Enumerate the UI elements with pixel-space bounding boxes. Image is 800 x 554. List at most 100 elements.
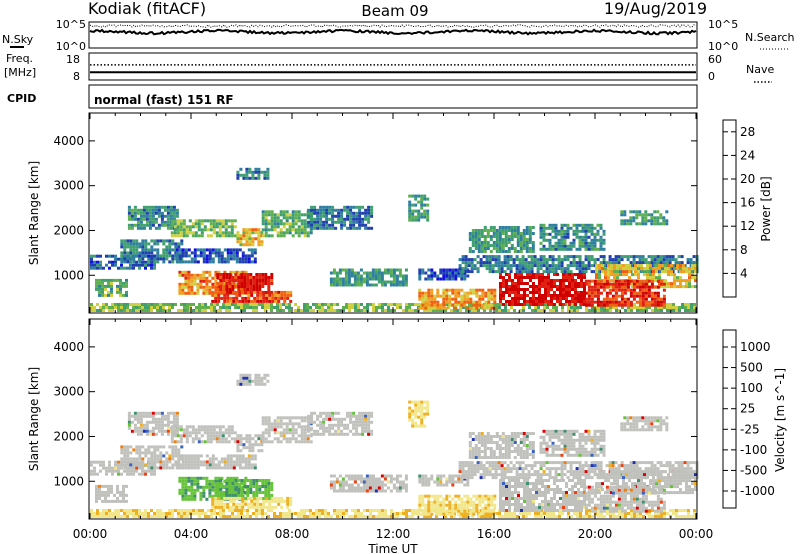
power-cell [365,274,369,278]
power-cell [681,303,684,306]
power-cell [101,278,104,282]
power-cell [554,264,558,268]
velocity-cell [240,482,244,485]
velocity-cell [588,515,591,518]
power-cell [358,220,362,224]
power-cell [257,173,261,177]
power-cell [471,235,475,238]
power-cell [135,242,139,246]
power-cell [96,309,99,312]
velocity-cell [163,429,167,433]
velocity-cell [123,457,127,461]
power-cell [186,306,189,309]
velocity-cell [102,515,105,518]
power-cell [424,303,428,307]
power-cell [367,214,371,218]
power-cell [160,220,164,224]
power-cell [602,229,606,233]
velocity-cell [135,469,138,473]
power-cell [526,300,529,303]
power-cell [231,288,235,291]
power-cell [148,217,152,221]
power-cell [245,176,249,180]
power-cell [197,228,201,232]
power-cell [199,273,203,277]
power-cell [332,268,336,272]
power-cell [194,234,198,238]
power-cell [264,225,268,229]
velocity-cell [205,485,209,489]
power-cell [156,257,160,261]
velocity-cell [123,515,126,518]
power-cell [641,261,645,265]
power-cell [484,291,488,295]
power-cell [211,299,215,303]
power-cell [328,223,332,227]
velocity-cell [663,515,666,518]
power-cell [509,264,513,268]
power-cell [233,225,237,229]
velocity-cell [101,484,104,488]
power-cell [190,285,194,289]
power-cell [350,283,354,287]
power-cell [125,293,128,297]
power-cell [178,260,182,264]
power-cell [482,264,486,268]
velocity-cell [273,512,276,515]
power-cell [584,241,588,245]
power-cell [605,297,609,301]
power-cell [488,267,492,271]
power-cell [200,231,204,235]
velocity-cell [271,496,275,500]
velocity-cell [219,494,223,497]
power-cell [579,306,582,309]
power-cell [297,213,301,217]
velocity-cell [237,509,240,512]
power-cell [664,264,667,268]
power-cell [135,303,138,306]
velocity-cell [267,509,270,512]
power-cell [573,306,576,309]
power-region [211,290,293,303]
power-cell [516,241,520,244]
power-cell [553,297,556,300]
power-cell [418,277,422,281]
power-cell [532,282,535,285]
power-cell [229,296,233,300]
power-cell [622,273,625,277]
power-cell [626,282,630,286]
power-cell [229,290,233,294]
velocity-cell [324,512,327,515]
power-cell [208,251,212,255]
power-cell [242,231,246,235]
power-cell [147,263,150,267]
power-cell [542,264,546,268]
power-cell [117,309,120,312]
power-cell [261,279,265,282]
power-cell [433,297,437,301]
power-cell [463,274,467,278]
velocity-cell [225,482,229,485]
power-cell [192,309,195,312]
power-cell [313,223,317,227]
velocity-cell [219,497,223,500]
power-cell [487,306,491,310]
power-cell [529,273,532,276]
power-cell [662,288,666,292]
power-cell [101,287,104,291]
power-cell [468,303,471,306]
power-cell [175,248,179,252]
velocity-cell [181,463,185,467]
power-cell [464,258,468,262]
velocity-cell [690,515,693,518]
power-cell [632,279,636,283]
power-cell [689,258,693,262]
power-cell [297,231,301,235]
power-cell [470,264,474,268]
power-cell [685,279,688,283]
power-cell [448,271,452,275]
power-cell [563,255,567,259]
power-cell [608,288,612,292]
velocity-cell [170,437,174,441]
power-cell [628,267,631,271]
